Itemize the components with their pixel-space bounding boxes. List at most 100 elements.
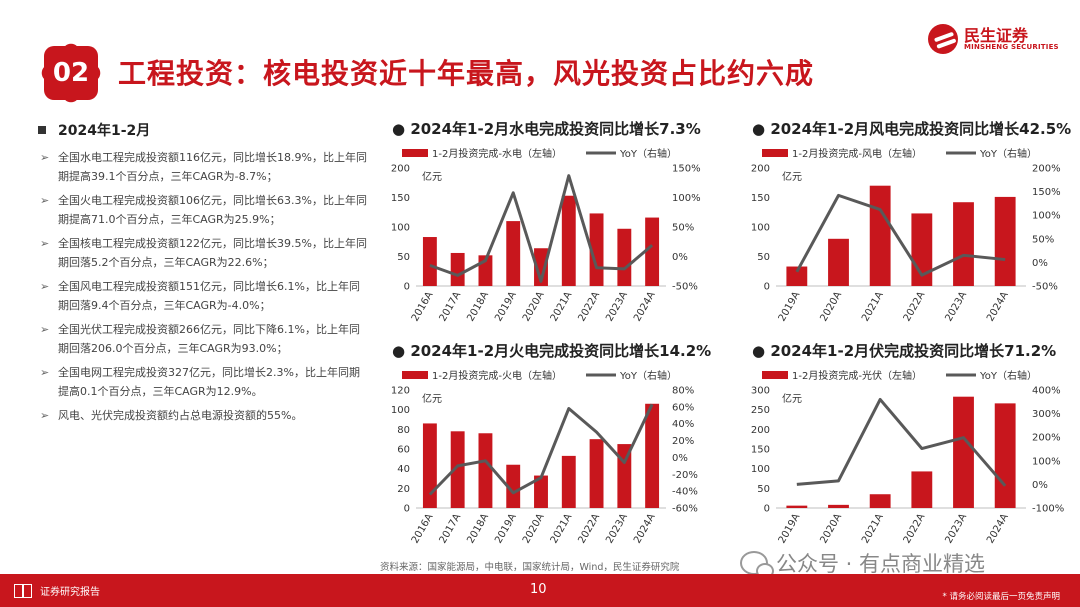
summary-panel: 2024年1-2月 ➢ 全国水电工程完成投资额116亿元，同比增长18.9%，比上… (38, 120, 368, 430)
right-axis-tick: 40% (672, 419, 694, 430)
summary-bullet-text: 全国水电工程完成投资额116亿元，同比增长18.9%，比上年同期提高39.1个百… (58, 151, 367, 183)
title-dot-icon: ● (392, 342, 411, 360)
left-axis-tick: 150 (751, 193, 770, 204)
logo-en: MINSHENG SECURITIES (964, 43, 1059, 51)
left-axis-tick: 150 (751, 445, 770, 456)
x-tick-label: 2019A (493, 512, 519, 546)
logo-cn: 民生证券 (964, 26, 1029, 45)
chart-title-text: 2024年1-2月火电完成投资同比增长14.2% (410, 342, 712, 360)
wechat-icon (740, 551, 774, 579)
x-tick-label: 2018A (465, 290, 491, 324)
chart-title: ● 2024年1-2月水电完成投资同比增长7.3% (392, 118, 701, 139)
x-tick-label: 2024A (985, 290, 1011, 324)
watermark-text: 公众号 · 有点商业精选 (776, 552, 986, 576)
bar (534, 248, 548, 286)
bar (534, 475, 548, 508)
x-tick-label: 2023A (943, 290, 969, 324)
x-tick-label: 2024A (632, 512, 658, 546)
bar (422, 237, 437, 286)
legend-line-label: YoY（右轴） (619, 369, 677, 382)
title-dot-icon: ● (392, 120, 411, 138)
left-axis-tick: 80 (397, 425, 410, 436)
right-axis-tick: 0% (672, 252, 688, 263)
bar (506, 221, 521, 286)
chart-svg: 1-2月投资完成-水电（左轴） YoY（右轴） 亿元 0 50 100 150 200 -50%… (391, 147, 701, 324)
square-bullet-icon (38, 126, 46, 134)
footer-label: 证券研究报告 (40, 587, 100, 598)
x-tick-label: 2022A (902, 290, 928, 324)
bar (561, 195, 576, 286)
x-tick-label: 2022A (576, 512, 602, 546)
left-axis-tick: 200 (751, 164, 770, 175)
right-axis-tick: 400% (1032, 386, 1061, 397)
chart-svg: 1-2月投资完成-光伏（左轴） YoY（右轴） 亿元 0 50 100 150 200 250 3… (751, 369, 1064, 546)
chart-svg: 1-2月投资完成-风电（左轴） YoY（右轴） 亿元 0 50 100 150 200 -50%… (751, 147, 1061, 324)
chart-title-text: 2024年1-2月风电完成投资同比增长42.5% (770, 120, 1072, 138)
bar (450, 252, 465, 286)
x-tick-label: 2019A (777, 512, 803, 546)
bar (869, 185, 891, 286)
yoy-line (795, 193, 1006, 277)
legend-line-label: YoY（右轴） (979, 369, 1037, 382)
legend-bar-label: 1-2月投资完成-光伏（左轴） (792, 369, 922, 382)
bar (953, 202, 974, 286)
left-axis-tick: 60 (397, 445, 410, 456)
legend-line-label: YoY（右轴） (619, 147, 677, 160)
right-axis-tick: 0% (1032, 480, 1048, 491)
x-tick-label: 2023A (943, 512, 969, 546)
x-tick-label: 2023A (604, 512, 630, 546)
left-axis-tick: 0 (404, 504, 410, 515)
left-axis-tick: 40 (397, 464, 410, 475)
summary-heading-text: 2024年1-2月 (58, 123, 151, 139)
summary-bullet-text: 风电、光伏完成投资额约占总电源投资额的55%。 (58, 409, 303, 422)
footer-left: 证券研究报告 (14, 583, 100, 598)
bar (911, 471, 933, 508)
disclaimer-note: * 请务必阅读最后一页免责声明 (942, 592, 1060, 602)
x-tick-label: 2022A (902, 512, 928, 546)
arrow-bullet-icon: ➢ (40, 194, 50, 207)
x-tick-label: 2019A (493, 290, 519, 324)
axis-unit-label: 亿元 (782, 392, 802, 405)
right-axis-tick: 0% (1032, 258, 1048, 269)
arrow-bullet-icon: ➢ (40, 151, 50, 164)
summary-bullet-text: 全国火电工程完成投资额106亿元，同比增长63.3%，比上年同期提高71.0个百… (58, 194, 367, 226)
left-axis-tick: 20 (397, 484, 410, 495)
left-axis-tick: 100 (391, 405, 410, 416)
right-axis-tick: 100% (1032, 211, 1061, 222)
legend-bar-swatch (402, 371, 428, 379)
right-axis-tick: 20% (672, 436, 694, 447)
left-axis-tick: 100 (751, 464, 770, 475)
section-number: 02 (52, 58, 90, 88)
right-axis-tick: 150% (672, 164, 701, 175)
x-tick-label: 2022A (576, 290, 602, 324)
bar (478, 433, 493, 508)
right-axis-tick: 300% (1032, 409, 1061, 420)
right-axis-tick: 0% (672, 453, 688, 464)
bar (994, 196, 1016, 286)
right-axis-tick: -50% (1032, 282, 1058, 293)
x-tick-label: 2024A (985, 512, 1011, 546)
right-axis-tick: -60% (672, 504, 698, 515)
x-tick-label: 2021A (860, 512, 886, 546)
yoy-line (796, 397, 1007, 487)
summary-heading: 2024年1-2月 (38, 120, 368, 140)
right-axis-tick: 200% (1032, 164, 1061, 175)
bar (450, 431, 465, 508)
x-tick-label: 2016A (410, 512, 436, 546)
x-tick-label: 2021A (549, 512, 575, 546)
chart-title-text: 2024年1-2月伏完成投资同比增长71.2% (770, 342, 1057, 360)
left-axis-tick: 50 (757, 484, 770, 495)
summary-bullet: ➢ 全国电网工程完成投资327亿元，同比增长2.3%，比上年同期提高0.1个百分点… (38, 363, 368, 401)
right-axis-tick: -40% (672, 487, 698, 498)
axis-unit-label: 亿元 (782, 170, 802, 183)
chart-title: ● 2024年1-2月火电完成投资同比增长14.2% (392, 340, 711, 361)
summary-bullet-text: 全国电网工程完成投资327亿元，同比增长2.3%，比上年同期提高0.1个百分点，… (58, 366, 360, 398)
book-icon (14, 583, 32, 598)
x-tick-label: 2020A (521, 290, 547, 324)
legend-bar-swatch (762, 371, 788, 379)
right-axis-tick: 80% (672, 386, 694, 397)
source-note: 资料来源：国家能源局，中电联，国家统计局，Wind，民生证券研究院 (380, 562, 680, 573)
right-axis-tick: -20% (672, 470, 698, 481)
summary-bullet: ➢ 风电、光伏完成投资额约占总电源投资额的55%。 (38, 406, 368, 425)
arrow-bullet-icon: ➢ (40, 237, 50, 250)
